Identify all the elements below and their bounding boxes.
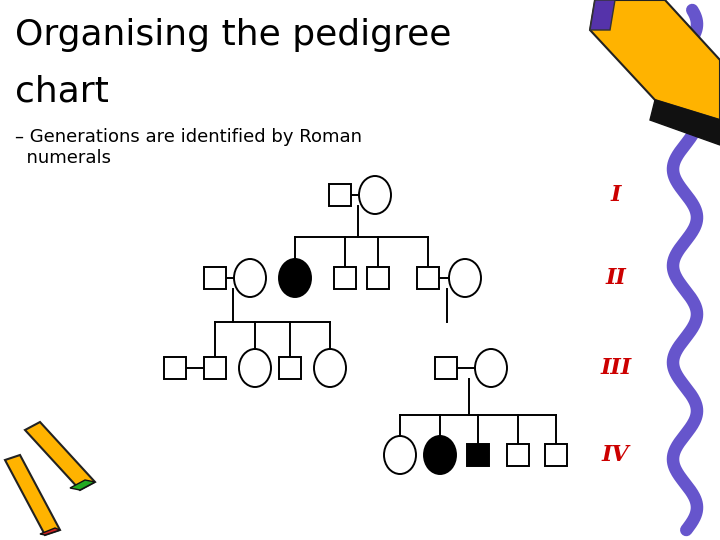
Polygon shape [5, 455, 60, 535]
Bar [507, 444, 529, 466]
Bar [204, 267, 226, 289]
Bar [334, 267, 356, 289]
Ellipse shape [424, 436, 456, 474]
Bar [367, 267, 389, 289]
Bar [545, 444, 567, 466]
Polygon shape [25, 422, 95, 490]
Polygon shape [590, 0, 615, 30]
Ellipse shape [384, 436, 416, 474]
Ellipse shape [359, 176, 391, 214]
Text: Organising the pedigree: Organising the pedigree [15, 18, 451, 52]
Ellipse shape [314, 349, 346, 387]
Ellipse shape [475, 349, 507, 387]
Bar [467, 444, 489, 466]
Bar [435, 357, 457, 379]
Text: III: III [600, 357, 631, 379]
Bar [279, 357, 301, 379]
Bar [329, 184, 351, 206]
Polygon shape [590, 0, 720, 120]
Bar [204, 357, 226, 379]
Polygon shape [70, 480, 95, 490]
Text: I: I [611, 184, 621, 206]
Ellipse shape [279, 259, 311, 297]
Ellipse shape [234, 259, 266, 297]
Text: II: II [606, 267, 626, 289]
Ellipse shape [239, 349, 271, 387]
Bar [164, 357, 186, 379]
Bar [417, 267, 439, 289]
Ellipse shape [449, 259, 481, 297]
Text: chart: chart [15, 75, 109, 109]
Text: – Generations are identified by Roman
  numerals: – Generations are identified by Roman nu… [15, 128, 362, 167]
Polygon shape [40, 528, 60, 535]
Text: IV: IV [602, 444, 629, 466]
Polygon shape [650, 100, 720, 145]
